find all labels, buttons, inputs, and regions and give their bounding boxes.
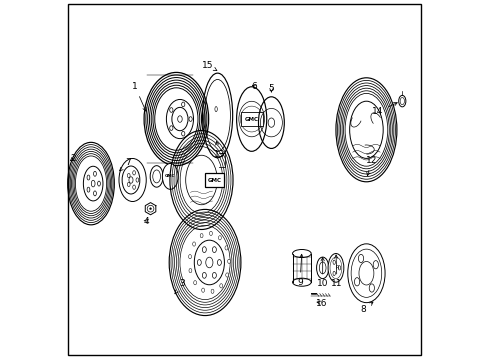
Text: 14: 14 xyxy=(371,103,396,116)
Text: 10: 10 xyxy=(316,257,328,288)
Text: 16: 16 xyxy=(315,298,326,307)
Ellipse shape xyxy=(332,260,335,265)
Ellipse shape xyxy=(150,166,163,187)
Text: 5: 5 xyxy=(268,84,274,93)
Text: 11: 11 xyxy=(330,255,342,288)
Ellipse shape xyxy=(200,234,203,238)
Circle shape xyxy=(149,208,151,210)
Text: 15: 15 xyxy=(202,61,217,71)
Ellipse shape xyxy=(316,257,328,279)
Ellipse shape xyxy=(338,266,340,270)
Ellipse shape xyxy=(202,247,206,252)
Ellipse shape xyxy=(122,166,140,194)
Ellipse shape xyxy=(219,284,222,288)
Text: 12: 12 xyxy=(366,156,377,176)
Ellipse shape xyxy=(211,289,214,293)
Ellipse shape xyxy=(193,280,196,285)
Text: R: R xyxy=(334,265,338,270)
Ellipse shape xyxy=(202,273,206,278)
Text: GMC: GMC xyxy=(207,177,221,183)
Ellipse shape xyxy=(201,288,204,292)
Text: 7: 7 xyxy=(120,158,131,171)
Ellipse shape xyxy=(197,260,201,265)
Ellipse shape xyxy=(119,158,146,202)
Text: 6: 6 xyxy=(251,82,257,91)
Text: GMC: GMC xyxy=(164,174,175,179)
Ellipse shape xyxy=(192,242,195,246)
Text: 1: 1 xyxy=(132,82,146,111)
FancyBboxPatch shape xyxy=(240,112,262,126)
Ellipse shape xyxy=(327,253,343,282)
Ellipse shape xyxy=(217,260,221,265)
Ellipse shape xyxy=(188,269,191,273)
Text: 3: 3 xyxy=(175,279,184,294)
Text: 9: 9 xyxy=(297,254,303,287)
Text: GMC: GMC xyxy=(244,117,258,122)
Text: 13: 13 xyxy=(213,141,224,159)
Ellipse shape xyxy=(224,246,227,250)
FancyBboxPatch shape xyxy=(204,173,223,187)
Ellipse shape xyxy=(227,259,230,264)
Ellipse shape xyxy=(162,163,178,189)
Text: 2: 2 xyxy=(70,154,76,163)
Ellipse shape xyxy=(358,255,363,262)
Ellipse shape xyxy=(332,271,335,276)
Ellipse shape xyxy=(347,244,384,303)
Text: 8: 8 xyxy=(360,302,372,314)
Ellipse shape xyxy=(209,231,212,235)
Ellipse shape xyxy=(218,236,221,240)
Ellipse shape xyxy=(212,273,216,278)
Ellipse shape xyxy=(212,247,216,252)
Text: 4: 4 xyxy=(143,217,148,226)
Ellipse shape xyxy=(188,255,191,259)
Ellipse shape xyxy=(354,278,359,286)
Ellipse shape xyxy=(225,273,228,277)
Ellipse shape xyxy=(372,261,378,269)
Ellipse shape xyxy=(368,284,374,292)
